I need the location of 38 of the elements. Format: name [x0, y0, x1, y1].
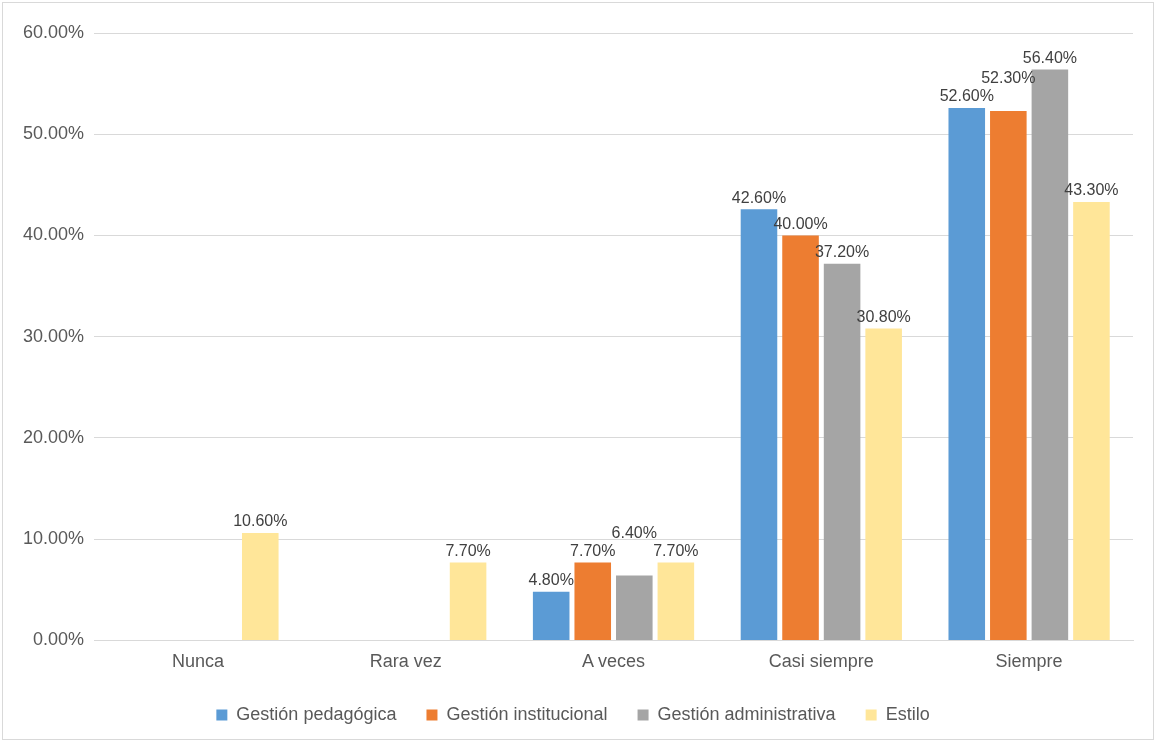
x-tick-label: A veces: [582, 651, 646, 672]
bar: [990, 110, 1027, 640]
data-label: 52.30%: [981, 69, 1036, 87]
data-label: 42.60%: [731, 188, 787, 206]
data-label: 4.80%: [528, 571, 574, 589]
bar: [574, 562, 612, 640]
y-tick-label: 50.00%: [22, 123, 85, 144]
data-label: 7.70%: [445, 541, 491, 559]
legend-label: Estilo: [885, 703, 930, 724]
data-label: 30.80%: [856, 308, 911, 326]
bar: [657, 562, 695, 640]
y-tick-label: 10.00%: [22, 528, 85, 549]
legend-label: Gestión administrativa: [657, 703, 837, 724]
y-tick-label: 20.00%: [22, 426, 85, 447]
bar: [242, 533, 279, 640]
x-tick-label: Siempre: [995, 651, 1063, 672]
y-tick-label: 30.00%: [22, 325, 85, 346]
data-label: 6.40%: [611, 523, 657, 541]
data-label: 10.60%: [233, 512, 288, 530]
y-tick-label: 40.00%: [22, 224, 85, 245]
legend-label: Gestión institucional: [446, 703, 608, 724]
data-label: 52.60%: [939, 87, 994, 105]
bar: [1073, 202, 1110, 640]
data-label: 7.70%: [653, 541, 699, 559]
bar: [865, 328, 902, 640]
data-label: 7.70%: [570, 541, 616, 559]
y-tick-label: 0.00%: [33, 629, 85, 650]
x-tick-label: Casi siempre: [768, 651, 874, 672]
y-tick-label: 60.00%: [22, 21, 85, 42]
bar: [532, 591, 570, 640]
bar: [616, 575, 653, 640]
bar: [449, 562, 487, 640]
data-label: 56.40%: [1022, 48, 1078, 66]
x-tick-label: Rara vez: [369, 651, 442, 672]
bar: [948, 107, 986, 640]
data-label: 43.30%: [1064, 181, 1119, 199]
legend-label: Gestión pedagógica: [236, 703, 398, 724]
x-tick-label: Nunca: [171, 651, 225, 672]
